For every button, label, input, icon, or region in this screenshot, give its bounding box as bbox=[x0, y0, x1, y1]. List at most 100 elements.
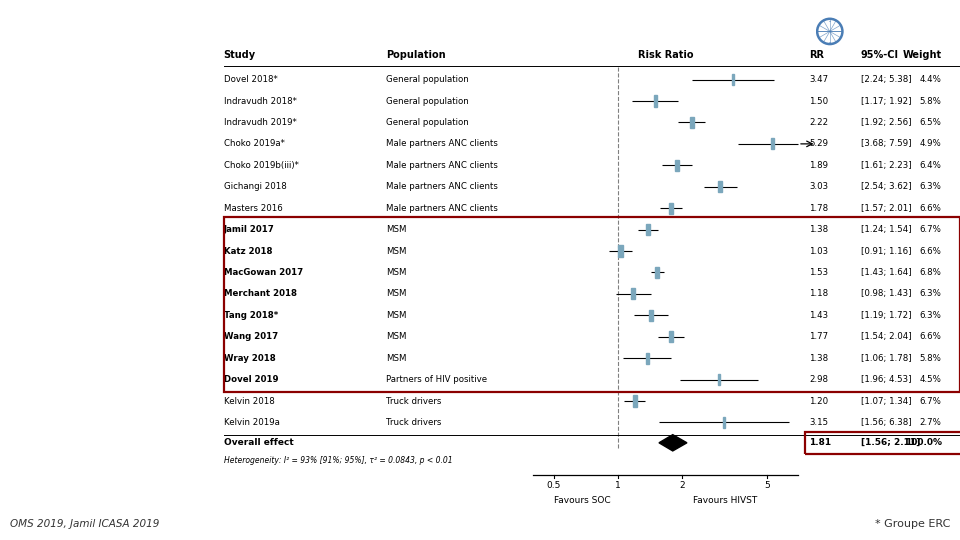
Text: 6.3%: 6.3% bbox=[920, 182, 942, 191]
Text: 1.38: 1.38 bbox=[809, 225, 828, 234]
Text: Kelvin 2018: Kelvin 2018 bbox=[224, 396, 275, 406]
Text: 2.7%: 2.7% bbox=[920, 418, 942, 427]
Text: Masters 2016: Masters 2016 bbox=[224, 204, 282, 213]
Text: Kelvin 2019a: Kelvin 2019a bbox=[224, 418, 279, 427]
Text: 1.78: 1.78 bbox=[809, 204, 828, 213]
Bar bbox=[675, 160, 679, 171]
Text: Heterogeneity: I² = 93% [91%; 95%], τ² = 0.0843, p < 0.01: Heterogeneity: I² = 93% [91%; 95%], τ² =… bbox=[224, 456, 452, 465]
Text: 3.47: 3.47 bbox=[809, 75, 828, 84]
Text: * Groupe ERC: * Groupe ERC bbox=[875, 518, 950, 529]
Text: Male partners ANC clients: Male partners ANC clients bbox=[386, 182, 497, 191]
Bar bbox=[805, 431, 960, 454]
Bar bbox=[717, 374, 720, 385]
Bar bbox=[649, 310, 653, 321]
Text: 5.29: 5.29 bbox=[809, 139, 828, 148]
Text: Choko 2019a*: Choko 2019a* bbox=[224, 139, 284, 148]
Text: Risk Ratio: Risk Ratio bbox=[637, 50, 693, 60]
Bar bbox=[654, 96, 658, 106]
Text: Male partners ANC clients: Male partners ANC clients bbox=[386, 161, 497, 170]
Text: 6.7%: 6.7% bbox=[920, 396, 942, 406]
Bar bbox=[718, 181, 723, 192]
Text: 6.6%: 6.6% bbox=[920, 247, 942, 255]
Bar bbox=[631, 288, 636, 300]
Text: Par rapport
au dépistage
standard du
VIH, les
résultats de
l’autotest
montrent q: Par rapport au dépistage standard du VIH… bbox=[44, 155, 172, 375]
Text: General population: General population bbox=[386, 118, 468, 127]
Text: Choko 2019b(iii)*: Choko 2019b(iii)* bbox=[224, 161, 299, 170]
Text: Wray 2018: Wray 2018 bbox=[224, 354, 276, 363]
Text: [1.24; 1.54]: [1.24; 1.54] bbox=[860, 225, 911, 234]
Text: General population: General population bbox=[386, 75, 468, 84]
Text: Truck drivers: Truck drivers bbox=[386, 396, 441, 406]
Text: Overall effect: Overall effect bbox=[224, 438, 294, 447]
Text: 5.8%: 5.8% bbox=[920, 97, 942, 105]
Text: [1.07; 1.34]: [1.07; 1.34] bbox=[860, 396, 911, 406]
Bar bbox=[646, 353, 649, 364]
Text: Jamil 2017: Jamil 2017 bbox=[224, 225, 275, 234]
Text: [1.19; 1.72]: [1.19; 1.72] bbox=[860, 311, 911, 320]
Bar bbox=[618, 246, 623, 256]
Bar bbox=[655, 267, 660, 278]
Text: 4.5%: 4.5% bbox=[920, 375, 942, 384]
Text: 6.7%: 6.7% bbox=[920, 225, 942, 234]
Text: 6.5%: 6.5% bbox=[920, 118, 942, 127]
Text: 0.5: 0.5 bbox=[546, 481, 561, 490]
Text: [1.96; 4.53]: [1.96; 4.53] bbox=[860, 375, 911, 384]
Text: OMS 2019, Jamil ICASA 2019: OMS 2019, Jamil ICASA 2019 bbox=[10, 518, 159, 529]
Text: Male partners ANC clients: Male partners ANC clients bbox=[386, 204, 497, 213]
Text: 6.4%: 6.4% bbox=[920, 161, 942, 170]
Text: 1.77: 1.77 bbox=[809, 332, 828, 341]
Text: [1.17; 1.92]: [1.17; 1.92] bbox=[860, 97, 911, 105]
Text: 100.0%: 100.0% bbox=[904, 438, 942, 447]
Bar bbox=[689, 117, 694, 128]
Text: MSM: MSM bbox=[386, 268, 406, 277]
Text: 2.22: 2.22 bbox=[809, 118, 828, 127]
Bar bbox=[224, 217, 960, 392]
Bar bbox=[645, 224, 650, 235]
Text: Study: Study bbox=[224, 50, 255, 60]
Text: Male partners ANC clients: Male partners ANC clients bbox=[386, 139, 497, 148]
Text: 6.6%: 6.6% bbox=[920, 332, 942, 341]
Text: MSM: MSM bbox=[386, 247, 406, 255]
Bar bbox=[732, 74, 734, 85]
Text: MSM: MSM bbox=[386, 311, 406, 320]
Text: MSM: MSM bbox=[386, 289, 406, 299]
Text: [1.56; 2.11]: [1.56; 2.11] bbox=[860, 438, 920, 447]
Text: MSM: MSM bbox=[386, 332, 406, 341]
Text: [1.61; 2.23]: [1.61; 2.23] bbox=[860, 161, 911, 170]
Text: 1.43: 1.43 bbox=[809, 311, 828, 320]
Text: 5: 5 bbox=[764, 481, 770, 490]
Text: 6.8%: 6.8% bbox=[920, 268, 942, 277]
Bar bbox=[669, 202, 673, 214]
Text: 6.3%: 6.3% bbox=[920, 311, 942, 320]
Text: 1.50: 1.50 bbox=[809, 97, 828, 105]
Text: MSM: MSM bbox=[386, 225, 406, 234]
Text: Truck drivers: Truck drivers bbox=[386, 418, 441, 427]
Text: 1.20: 1.20 bbox=[809, 396, 828, 406]
Text: [1.54; 2.04]: [1.54; 2.04] bbox=[860, 332, 911, 341]
Bar bbox=[771, 138, 774, 150]
Text: 1.18: 1.18 bbox=[809, 289, 828, 299]
Text: [1.06; 1.78]: [1.06; 1.78] bbox=[860, 354, 911, 363]
Text: 6.3%: 6.3% bbox=[920, 289, 942, 299]
Text: 6.6%: 6.6% bbox=[920, 204, 942, 213]
Text: MacGowan 2017: MacGowan 2017 bbox=[224, 268, 303, 277]
Text: 4.4%: 4.4% bbox=[920, 75, 942, 84]
Text: [3.68; 7.59]: [3.68; 7.59] bbox=[860, 139, 911, 148]
Text: 1.81: 1.81 bbox=[809, 438, 831, 447]
Bar bbox=[633, 395, 636, 407]
Text: 1: 1 bbox=[615, 481, 621, 490]
Text: 4.9%: 4.9% bbox=[920, 139, 942, 148]
Text: 95%-CI: 95%-CI bbox=[860, 50, 899, 60]
Text: Gichangi 2018: Gichangi 2018 bbox=[224, 182, 286, 191]
Text: 1.89: 1.89 bbox=[809, 161, 828, 170]
Text: [2.24; 5.38]: [2.24; 5.38] bbox=[860, 75, 911, 84]
Text: Merchant 2018: Merchant 2018 bbox=[224, 289, 297, 299]
Text: 1.53: 1.53 bbox=[809, 268, 828, 277]
Text: Dovel 2019: Dovel 2019 bbox=[224, 375, 278, 384]
Bar bbox=[723, 417, 725, 428]
Text: Partners of HIV positive: Partners of HIV positive bbox=[386, 375, 487, 384]
Text: 5.8%: 5.8% bbox=[920, 354, 942, 363]
Text: [2.54; 3.62]: [2.54; 3.62] bbox=[860, 182, 911, 191]
Text: [0.91; 1.16]: [0.91; 1.16] bbox=[860, 247, 911, 255]
Text: 2: 2 bbox=[679, 481, 684, 490]
